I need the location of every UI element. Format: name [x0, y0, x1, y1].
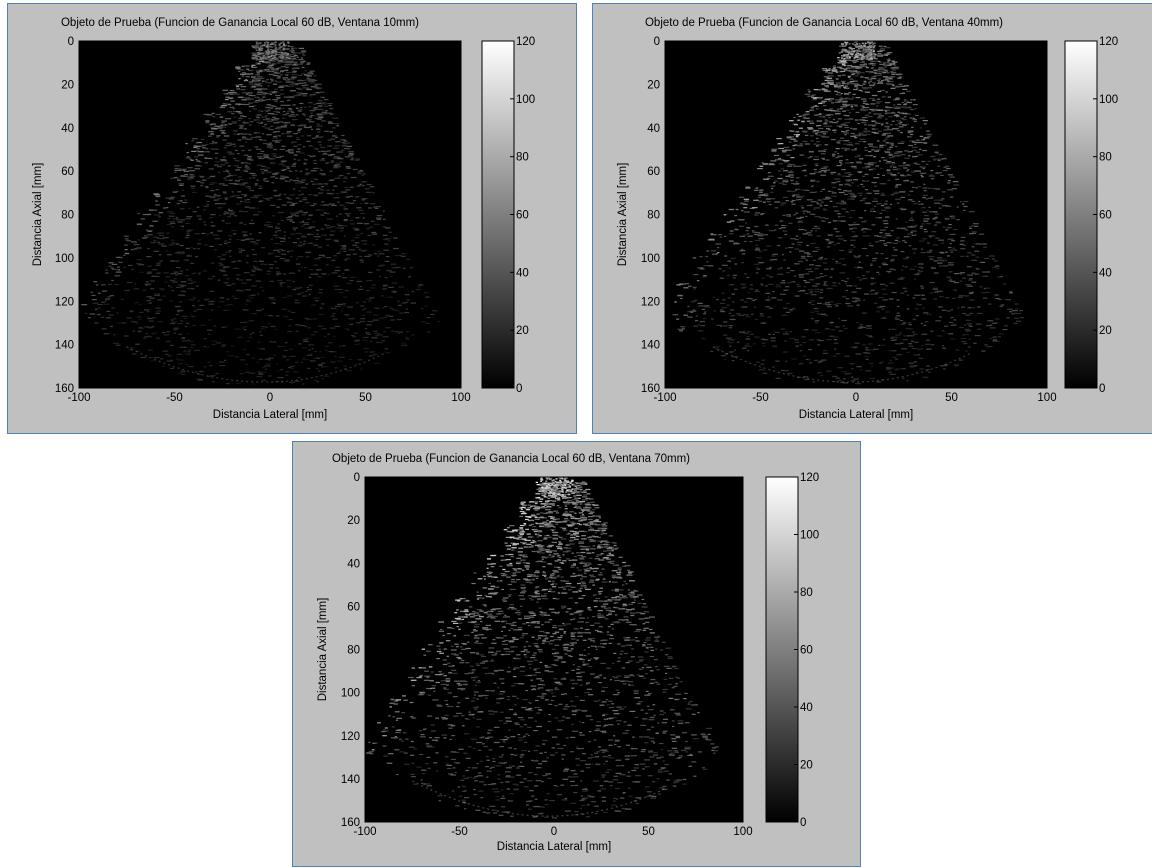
colorbar-tick-label: 60: [1099, 210, 1112, 222]
colorbar: [1065, 41, 1097, 388]
colorbar-tick-label: 100: [1099, 94, 1118, 106]
x-tick-label: 0: [551, 826, 557, 838]
y-tick-label: 40: [647, 123, 660, 135]
y-tick-label: 20: [647, 79, 660, 91]
y-tick-label: 0: [654, 36, 660, 48]
x-tick-label: -50: [166, 392, 183, 404]
y-tick-label: 0: [68, 36, 74, 48]
ultrasound-chart-svg: Objeto de Prueba (Funcion de Ganancia Lo…: [8, 4, 578, 435]
colorbar-tick-label: 0: [800, 817, 806, 829]
y-axis-label: Distancia Axial [mm]: [617, 163, 629, 267]
y-tick-label: 120: [55, 296, 74, 308]
y-tick-label: 100: [55, 253, 74, 265]
colorbar-tick-label: 120: [516, 36, 535, 48]
y-tick-label: 0: [354, 472, 360, 484]
y-tick-label: 40: [61, 123, 74, 135]
chart-title: Objeto de Prueba (Funcion de Ganancia Lo…: [61, 17, 419, 29]
colorbar-tick-label: 40: [516, 267, 529, 279]
ultrasound-chart-svg: Objeto de Prueba (Funcion de Ganancia Lo…: [593, 4, 1152, 435]
y-axis-label: Distancia Axial [mm]: [317, 598, 329, 702]
x-tick-label: 100: [451, 392, 470, 404]
colorbar-tick-label: 20: [800, 760, 813, 772]
ultrasound-figure-window-10mm: Objeto de Prueba (Funcion de Ganancia Lo…: [7, 3, 577, 434]
y-tick-label: 80: [347, 645, 360, 657]
x-tick-label: 50: [945, 392, 958, 404]
y-tick-label: 120: [641, 296, 660, 308]
y-tick-label: 80: [647, 210, 660, 222]
y-tick-label: 20: [61, 79, 74, 91]
plot-area: [665, 41, 1047, 388]
x-tick-label: -50: [752, 392, 769, 404]
colorbar-tick-label: 120: [1099, 36, 1118, 48]
y-tick-label: 100: [341, 688, 360, 700]
colorbar-tick-label: 80: [516, 152, 529, 164]
x-axis-label: Distancia Lateral [mm]: [497, 841, 611, 853]
y-tick-label: 160: [641, 383, 660, 395]
colorbar-tick-label: 120: [800, 472, 819, 484]
colorbar-tick-label: 100: [800, 530, 819, 542]
y-tick-label: 80: [61, 210, 74, 222]
x-tick-label: 50: [359, 392, 372, 404]
y-tick-label: 60: [61, 166, 74, 178]
colorbar-tick-label: 20: [1099, 325, 1112, 337]
colorbar-tick-label: 80: [1099, 152, 1112, 164]
chart-title: Objeto de Prueba (Funcion de Ganancia Lo…: [332, 453, 690, 465]
colorbar: [766, 477, 798, 822]
x-axis-label: Distancia Lateral [mm]: [799, 409, 913, 421]
y-axis-label: Distancia Axial [mm]: [32, 163, 44, 267]
x-tick-label: 100: [1037, 392, 1056, 404]
x-tick-label: 100: [733, 826, 752, 838]
ultrasound-figure-window-40mm: Objeto de Prueba (Funcion de Ganancia Lo…: [592, 3, 1152, 434]
colorbar-tick-label: 40: [800, 702, 813, 714]
colorbar-tick-label: 0: [1099, 383, 1105, 395]
x-tick-label: 0: [853, 392, 859, 404]
ultrasound-chart-svg: Objeto de Prueba (Funcion de Ganancia Lo…: [293, 442, 862, 868]
colorbar-tick-label: 80: [800, 587, 813, 599]
y-tick-label: 140: [641, 340, 660, 352]
colorbar-tick-label: 60: [516, 210, 529, 222]
y-tick-label: 60: [347, 601, 360, 613]
x-tick-label: -50: [451, 826, 468, 838]
y-tick-label: 140: [55, 340, 74, 352]
y-tick-label: 160: [341, 817, 360, 829]
y-tick-label: 60: [647, 166, 660, 178]
x-tick-label: 0: [267, 392, 273, 404]
chart-title: Objeto de Prueba (Funcion de Ganancia Lo…: [645, 17, 1003, 29]
colorbar-tick-label: 60: [800, 645, 813, 657]
ultrasound-figure-window-70mm: Objeto de Prueba (Funcion de Ganancia Lo…: [292, 441, 861, 867]
colorbar-tick-label: 40: [1099, 267, 1112, 279]
colorbar-tick-label: 20: [516, 325, 529, 337]
y-tick-label: 100: [641, 253, 660, 265]
colorbar-tick-label: 100: [516, 94, 535, 106]
y-tick-label: 160: [55, 383, 74, 395]
y-tick-label: 20: [347, 515, 360, 527]
colorbar-tick-label: 0: [516, 383, 522, 395]
colorbar: [482, 41, 514, 388]
y-tick-label: 140: [341, 774, 360, 786]
y-tick-label: 120: [341, 731, 360, 743]
x-tick-label: 50: [642, 826, 655, 838]
x-axis-label: Distancia Lateral [mm]: [213, 409, 327, 421]
y-tick-label: 40: [347, 558, 360, 570]
